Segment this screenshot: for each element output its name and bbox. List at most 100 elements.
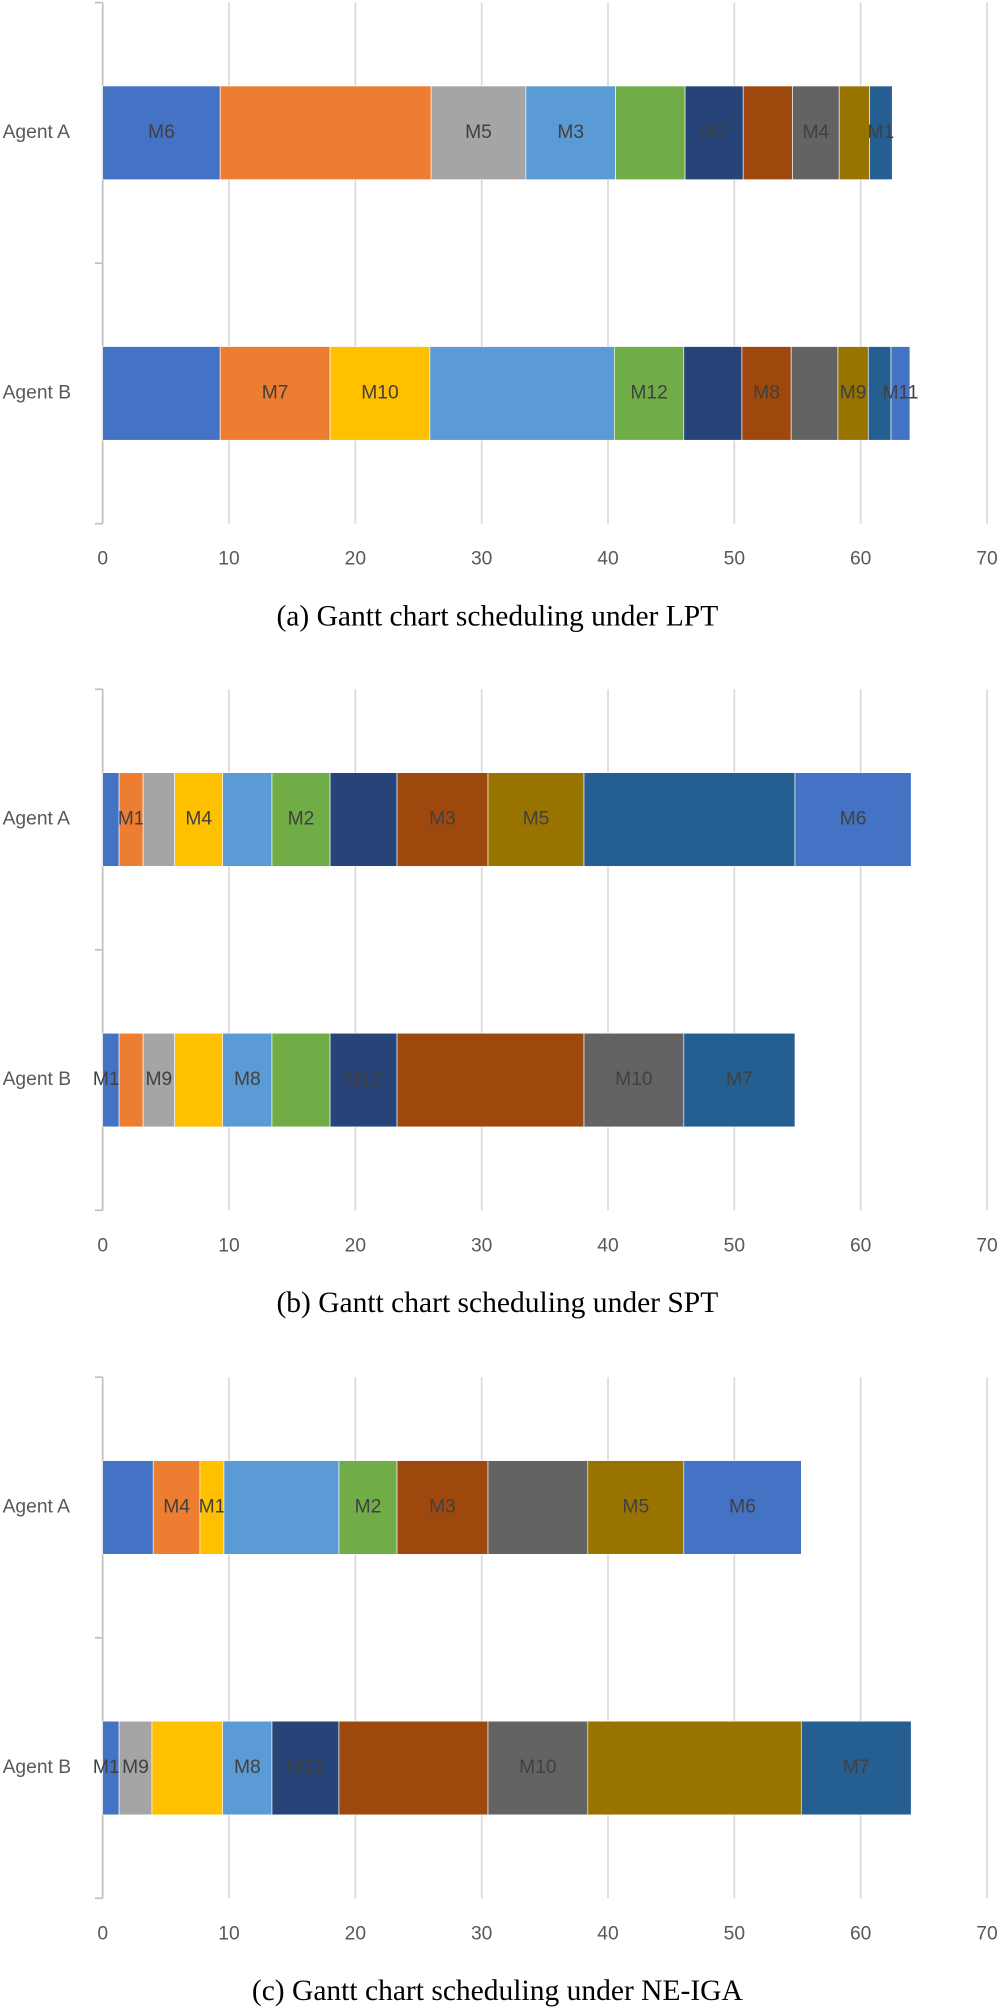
bar-segment [222, 1720, 273, 1816]
segment-label: M1 [199, 1497, 226, 1518]
category-label: Agent A [3, 1497, 71, 1518]
segment-label: M4 [185, 809, 212, 830]
bar-segment [869, 85, 893, 181]
bar-segment [223, 1460, 340, 1555]
bar-segment [487, 772, 585, 867]
bar-segment [329, 1032, 398, 1128]
x-tick-label: 30 [471, 1235, 492, 1256]
x-tick-label: 10 [218, 1923, 239, 1944]
bar-segment [174, 1032, 224, 1128]
bar-segment [615, 85, 686, 181]
segment-label: M6 [840, 809, 867, 830]
segment-label: M7 [726, 1069, 753, 1090]
category-label: Agent B [3, 382, 72, 403]
x-tick-label: 60 [850, 1923, 871, 1944]
segment-label: M12 [345, 1069, 382, 1090]
bar-segment [396, 1460, 489, 1555]
bar-segment [222, 772, 273, 867]
bar-segment [430, 85, 527, 181]
bar-segment [102, 1460, 154, 1555]
segment-label: M1 [868, 122, 895, 143]
segment-label: M5 [523, 809, 550, 830]
bar-segment [683, 346, 743, 441]
bar-segment [118, 1720, 153, 1816]
segment-label: M5 [622, 1497, 649, 1518]
x-tick-label: 60 [850, 1235, 871, 1256]
segment-label: M10 [519, 1757, 556, 1778]
bar-segment [219, 85, 432, 181]
bar-segment [684, 85, 744, 181]
segment-label: M11 [882, 382, 918, 403]
segment-label: M6 [148, 122, 175, 143]
bar-segment [838, 85, 870, 181]
x-tick-label: 10 [218, 1235, 239, 1256]
segment-label: M8 [234, 1757, 261, 1778]
segment-label: M6 [729, 1497, 756, 1518]
bar-segment [429, 346, 615, 441]
segment-label: M12 [630, 382, 667, 403]
x-tick-label: 50 [724, 1923, 745, 1944]
caption: (c) Gantt chart scheduling under NE-IGA [252, 1975, 744, 2007]
bar-segment [583, 772, 796, 867]
x-tick-label: 40 [597, 1235, 618, 1256]
bar-segment [790, 346, 839, 441]
bar-segment [142, 772, 176, 867]
category-label: Agent B [3, 1069, 72, 1090]
x-tick-label: 70 [976, 1923, 997, 1944]
caption: (b) Gantt chart scheduling under SPT [276, 1287, 718, 1319]
segment-label: M4 [802, 122, 829, 143]
bar-segment [271, 772, 331, 867]
bar-segment [329, 772, 398, 867]
segment-label: M3 [429, 1497, 456, 1518]
x-tick-label: 20 [345, 1235, 366, 1256]
bar-segment [525, 85, 616, 181]
segment-label: M4 [163, 1497, 190, 1518]
segment-label: M12 [287, 1757, 324, 1778]
segment-label: M3 [429, 809, 456, 830]
bar-segment [742, 85, 793, 181]
bar-segment [487, 1720, 589, 1816]
bar-segment [741, 346, 792, 441]
x-tick-label: 30 [471, 549, 492, 570]
x-tick-label: 70 [976, 1235, 997, 1256]
bar-segment [219, 346, 331, 441]
bar-segment [792, 85, 840, 181]
category-label: Agent A [3, 122, 71, 143]
segment-label: M9 [840, 382, 867, 403]
bar-segment [151, 1720, 224, 1816]
bar-segment [118, 772, 144, 867]
bar-segment [396, 772, 489, 867]
x-tick-label: 10 [218, 549, 239, 570]
segment-label: M7 [262, 382, 289, 403]
segment-label: M1 [118, 809, 145, 830]
x-tick-label: 0 [97, 1923, 108, 1944]
x-tick-label: 40 [597, 1923, 618, 1944]
category-label: Agent B [3, 1757, 72, 1778]
bar-segment [614, 346, 685, 441]
bar-segment [142, 1032, 176, 1128]
bar-segment [271, 1720, 340, 1816]
bar-segment [683, 1460, 802, 1555]
bar-segment [587, 1720, 802, 1816]
x-tick-label: 30 [471, 1923, 492, 1944]
x-tick-label: 40 [597, 549, 618, 570]
x-tick-label: 20 [345, 1923, 366, 1944]
x-tick-label: 60 [850, 549, 871, 570]
segment-label: M2 [355, 1497, 382, 1518]
figure-content: 0 10 20 30 40 50 60 70 Agent A M6 M5 M3 M2 M4 M1 Agent … [3, 1, 998, 2007]
segment-label: M9 [146, 1069, 173, 1090]
bar-segment [837, 346, 869, 441]
segment-label: M2 [288, 809, 315, 830]
bar-segment [583, 1032, 685, 1128]
segment-label: M3 [557, 122, 584, 143]
bar-segment [102, 772, 120, 867]
bar-segment [890, 346, 911, 441]
x-tick-label: 20 [345, 549, 366, 570]
bar-segment [118, 1032, 144, 1128]
segment-label: M10 [615, 1069, 652, 1090]
bar-segment [396, 1032, 585, 1128]
segment-label: M5 [465, 122, 492, 143]
bar-segment [222, 1032, 273, 1128]
